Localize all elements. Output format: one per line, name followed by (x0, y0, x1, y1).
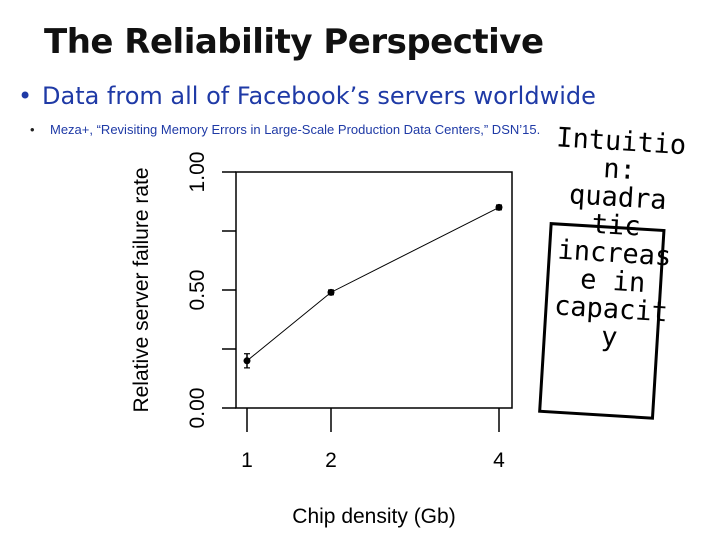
data-point (327, 288, 335, 296)
x-tick-label: 2 (325, 449, 337, 472)
y-tick-label: 1.00 (186, 152, 209, 193)
x-tick-label: 1 (241, 449, 253, 472)
data-point (243, 357, 251, 365)
x-axis-label: Chip density (Gb) (292, 505, 455, 528)
bullet-sub: • Meza+, “Revisiting Memory Errors in Lar… (30, 122, 540, 137)
series-line (246, 206, 500, 362)
bullet-main: • Data from all of Facebook’s servers wor… (18, 82, 596, 110)
y-axis: 0.00 0.50 1.00 (186, 152, 236, 429)
intuition-callout: Intuitio n: quadra tic increas e in capa… (529, 122, 699, 420)
x-tick-label: 4 (493, 449, 505, 472)
y-axis-label: Relative server failure rate (130, 167, 153, 412)
y-tick-label: 0.50 (186, 270, 209, 311)
bullet-main-text: Data from all of Facebook’s servers worl… (42, 82, 596, 110)
y-tick-label: 0.00 (186, 388, 209, 429)
bullet-sub-text: Meza+, “Revisiting Memory Errors in Larg… (50, 122, 541, 137)
plot-frame (235, 171, 513, 409)
series-layer (243, 203, 503, 369)
slide-title: The Reliability Perspective (44, 22, 544, 62)
data-point (495, 203, 503, 211)
callout-text: Intuitio n: quadra tic increas e in capa… (553, 122, 688, 354)
bullet-sub-symbol: • (30, 122, 35, 137)
x-axis: 1 2 4 (241, 408, 505, 472)
bullet-symbol: • (18, 82, 33, 110)
